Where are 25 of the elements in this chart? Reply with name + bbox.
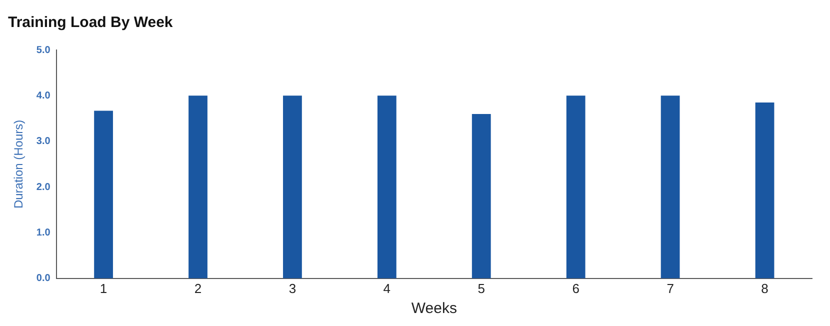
y-tick-label: 5.0 <box>36 44 51 56</box>
bar <box>283 96 302 278</box>
bar <box>377 96 396 278</box>
bar <box>660 96 680 278</box>
x-tick-label: 1 <box>100 280 108 296</box>
x-tick-label: 8 <box>761 280 768 296</box>
bar <box>566 96 586 278</box>
x-tick-label: 7 <box>666 280 674 296</box>
y-tick-label: 4.0 <box>36 90 51 102</box>
x-tick-label: 4 <box>383 280 391 296</box>
bar <box>188 96 208 278</box>
x-tick-label: 2 <box>194 280 202 296</box>
bar <box>94 110 113 278</box>
bar <box>472 114 491 278</box>
bar <box>755 102 774 278</box>
chart-title: Training Load By Week <box>8 14 174 32</box>
y-tick-label: 0.0 <box>36 273 51 284</box>
x-tick-label: 5 <box>478 280 485 296</box>
y-tick-label: 1.0 <box>36 227 51 238</box>
y-tick-label: 3.0 <box>36 136 51 148</box>
y-tick-label: 2.0 <box>36 182 51 193</box>
x-tick-label: 3 <box>288 280 296 296</box>
x-tick-label: 6 <box>572 280 580 296</box>
y-axis-title: Duration (Hours) <box>12 120 26 209</box>
x-axis-title: Weeks <box>411 300 457 318</box>
